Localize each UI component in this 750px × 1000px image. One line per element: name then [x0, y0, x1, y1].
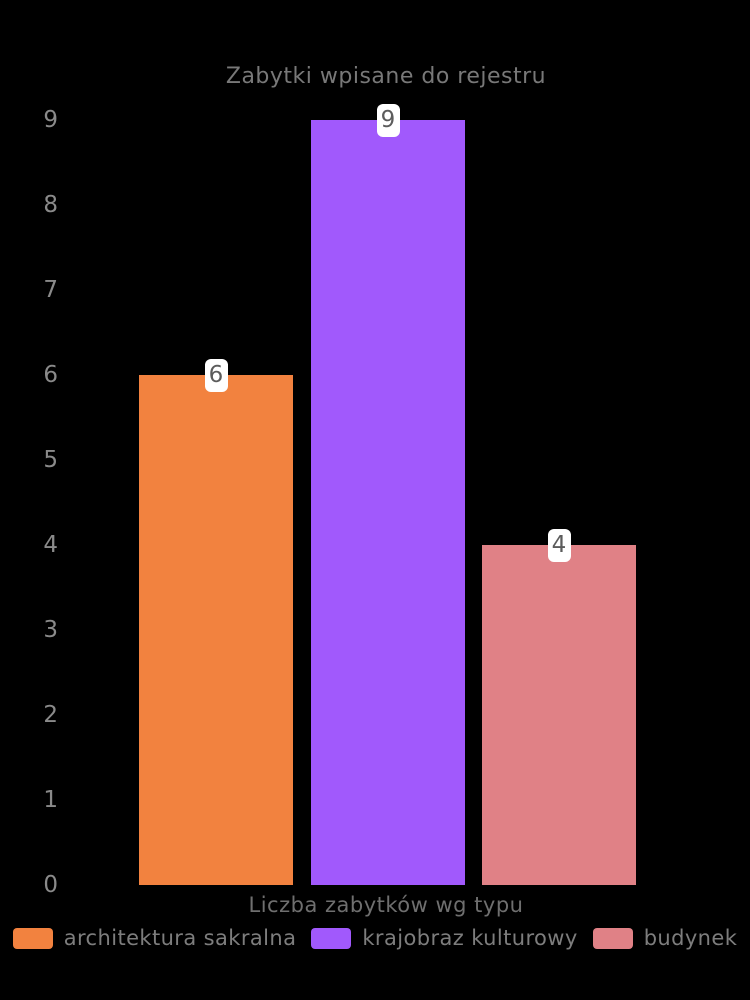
value-label-budynek: 4: [547, 528, 571, 562]
bar-budynek: [482, 545, 636, 885]
value-label-krajobraz-kulturowy: 9: [376, 103, 400, 137]
value-label-architektura-sakralna: 6: [204, 358, 228, 392]
bar-architektura-sakralna: [139, 375, 293, 885]
y-tick-label: 3: [43, 617, 58, 643]
legend-item-budynek: budynek: [592, 926, 738, 950]
y-tick-label: 8: [43, 192, 58, 218]
bar-krajobraz-kulturowy: [311, 120, 465, 885]
legend-swatch-krajobraz-kulturowy: [311, 927, 352, 949]
x-axis-title: Liczba zabytków wg typu: [248, 893, 524, 917]
y-tick-label: 6: [43, 362, 58, 388]
legend-item-krajobraz-kulturowy: krajobraz kulturowy: [311, 926, 577, 950]
y-tick-label: 4: [43, 532, 58, 558]
legend-label: architektura sakralna: [63, 926, 297, 950]
y-tick-label: 5: [43, 447, 58, 473]
y-tick-label: 0: [43, 872, 58, 898]
chart-title: Zabytki wpisane do rejestru: [225, 64, 547, 89]
y-tick-label: 2: [43, 702, 58, 728]
legend: architektura sakralna krajobraz kulturowy…: [0, 926, 750, 950]
legend-label: budynek: [643, 926, 738, 950]
legend-swatch-budynek: [592, 927, 633, 949]
y-tick-label: 9: [43, 107, 58, 133]
y-tick-label: 7: [43, 277, 58, 303]
legend-item-architektura-sakralna: architektura sakralna: [12, 926, 297, 950]
y-tick-label: 1: [43, 787, 58, 813]
legend-label: krajobraz kulturowy: [362, 926, 578, 950]
legend-swatch-architektura-sakralna: [12, 927, 53, 949]
